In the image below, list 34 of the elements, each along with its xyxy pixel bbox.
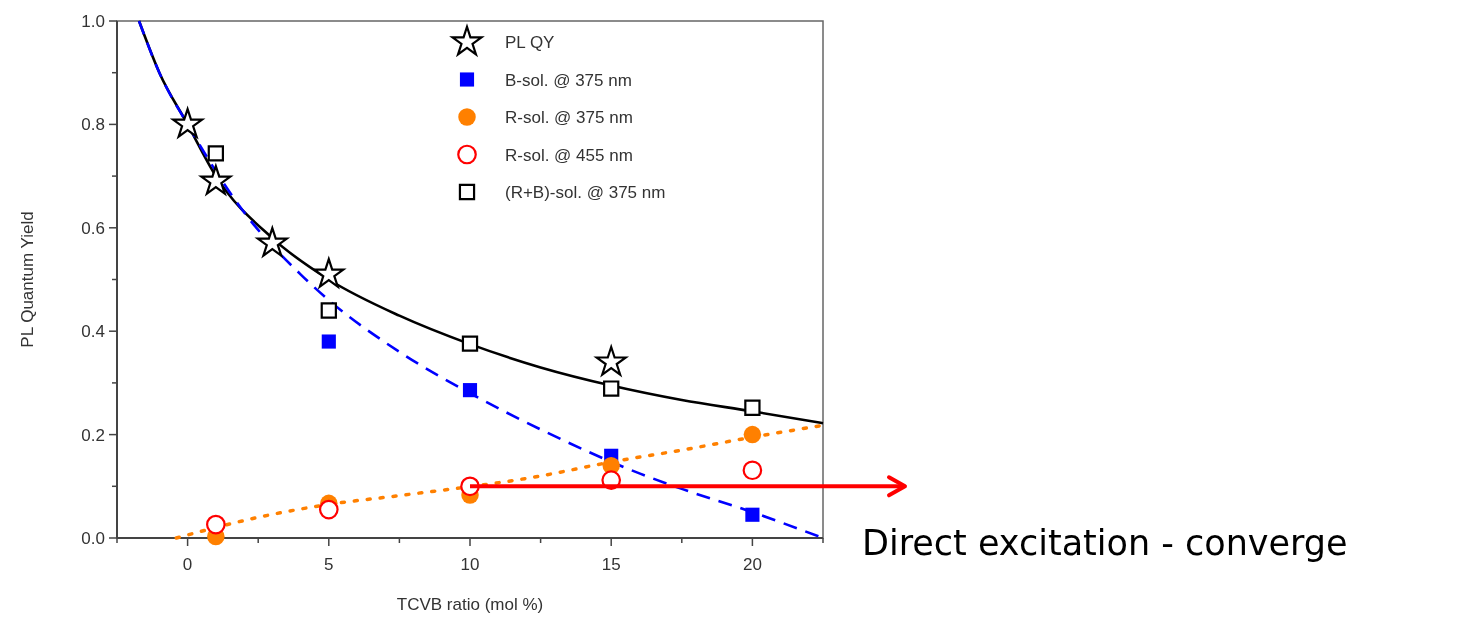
- point: [462, 383, 478, 398]
- legend-label: B-sol. @ 375 nm: [505, 70, 632, 90]
- point: [320, 302, 337, 319]
- legend-label: R-sol. @ 455 nm: [505, 145, 633, 165]
- point: [254, 224, 290, 259]
- x-tick-label: 5: [324, 555, 334, 574]
- y-tick-label: 0.2: [81, 425, 105, 445]
- point: [743, 425, 762, 444]
- point: [461, 335, 479, 352]
- point: [742, 460, 763, 481]
- annotation: Direct excitation - converge: [862, 523, 1348, 564]
- x-tick-label: 0: [182, 555, 193, 574]
- legend-label: PL QY: [505, 33, 555, 52]
- y-axis-title: PL Quantum Yield: [18, 211, 37, 348]
- x-tick-label: 20: [742, 555, 762, 574]
- legend-label: R-sol. @ 375 nm: [505, 108, 633, 127]
- x-axis-title: TCVB ratio (mol %): [396, 595, 544, 614]
- point: [603, 380, 620, 397]
- y-tick-label: 0.4: [81, 322, 105, 342]
- legend-label: (R+B)-sol. @ 375 nm: [505, 183, 666, 202]
- point: [744, 399, 761, 416]
- point: [593, 343, 629, 378]
- y-tick-label: 1.0: [81, 12, 105, 31]
- y-tick-label: 0.8: [81, 115, 105, 135]
- y-tick-label: 0.0: [81, 529, 105, 548]
- point: [745, 507, 760, 522]
- x-tick-label: 15: [601, 555, 621, 574]
- point: [206, 514, 226, 535]
- y-tick-label: 0.6: [81, 218, 105, 238]
- point: [198, 162, 234, 197]
- point: [207, 145, 225, 162]
- point: [321, 334, 336, 349]
- point: [318, 499, 339, 520]
- x-tick-label: 10: [460, 555, 480, 574]
